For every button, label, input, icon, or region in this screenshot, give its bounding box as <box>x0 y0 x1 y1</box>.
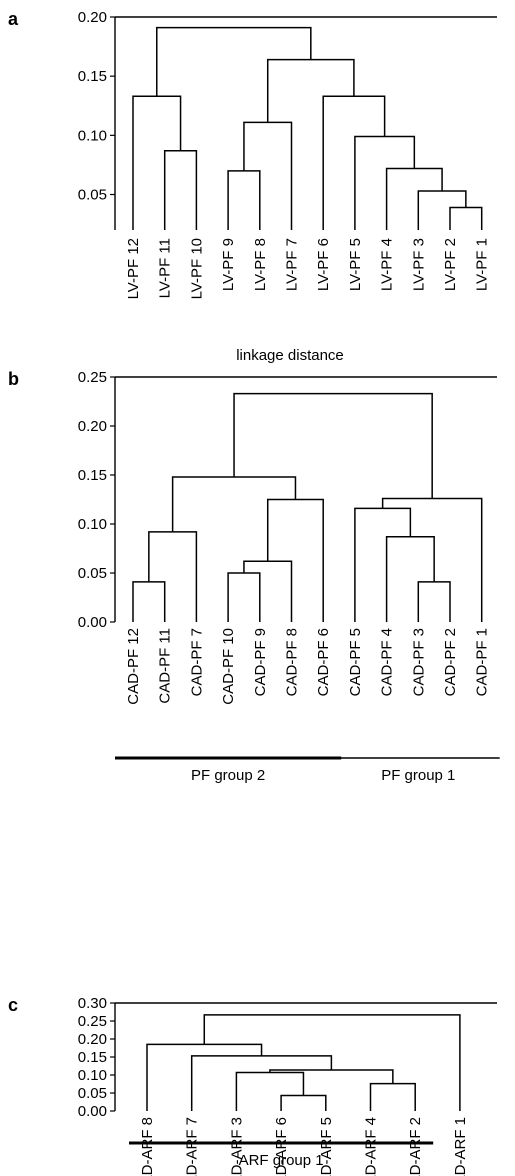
leaf-label: CAD-PF 3 <box>410 628 427 696</box>
dendrogram-link <box>266 58 355 123</box>
dendrogram-link <box>227 170 261 230</box>
y-tick-label: 0.20 <box>78 9 107 26</box>
dendrogram-link <box>132 95 182 230</box>
leaf-label: LV-PF 4 <box>379 238 396 291</box>
leaf-label: CAD-ARF 5 <box>318 1117 335 1176</box>
dendrogram-link <box>417 190 467 230</box>
dendrogram-link <box>280 1094 327 1111</box>
dendrogram-link <box>190 1055 333 1111</box>
group-label: PF group 1 <box>381 767 455 784</box>
dendrogram-link <box>354 135 416 230</box>
dendrogram-link <box>227 572 261 622</box>
panel-a: a 0.20 0.15 0.10 0.05 LV-PF 12 LV-PF 11 LV-PF 1… <box>8 9 497 364</box>
leaf-label: LV-PF 3 <box>410 238 427 291</box>
leaf-label: CAD-PF 7 <box>188 628 205 696</box>
y-tick-label: 0.25 <box>78 369 107 386</box>
leaf-label: CAD-PF 8 <box>284 628 301 696</box>
dendrogram-link <box>146 1043 263 1111</box>
dendrogram-link <box>243 121 293 230</box>
y-tick-label: 0.00 <box>78 1103 107 1120</box>
y-tick-label: 0.15 <box>78 68 107 85</box>
dendrogram-link <box>132 581 166 622</box>
leaf-label: CAD-ARF 2 <box>407 1117 424 1176</box>
leaf-label: LV-PF 9 <box>220 238 237 291</box>
leaf-label: CAD-PF 9 <box>252 628 269 696</box>
leaf-label: CAD-PF 2 <box>442 628 459 696</box>
leaf-label: LV-PF 12 <box>125 238 142 299</box>
leaf-label: LV-PF 6 <box>315 238 332 291</box>
leaf-label: CAD-ARF 6 <box>273 1117 290 1176</box>
leaf-label: LV-PF 1 <box>474 238 491 291</box>
y-tick-label: 0.10 <box>78 127 107 144</box>
leaf-label: CAD-PF 6 <box>315 628 332 696</box>
leaf-label: CAD-PF 5 <box>347 628 364 696</box>
dendrogram-link <box>385 167 443 230</box>
leaf-label: LV-PF 5 <box>347 238 364 291</box>
y-tick-label: 0.05 <box>78 187 107 204</box>
leaf-label: CAD-ARF 3 <box>228 1117 245 1176</box>
dendrogram-link <box>171 476 297 532</box>
leaf-label: CAD-ARF 7 <box>184 1117 201 1176</box>
dendrogram-link <box>417 581 451 622</box>
dendrogram-link <box>235 1071 305 1111</box>
leaf-label: CAD-ARF 4 <box>363 1117 380 1176</box>
panel-letter: b <box>8 369 19 389</box>
panel-c: c 0.300.250.200.150.100.050.00 CAD-ARF 8 CA… <box>8 995 497 1176</box>
leaf-label: CAD-ARF 1 <box>452 1117 469 1176</box>
leaf-label: CAD-PF 12 <box>125 628 142 705</box>
dendrogram-link <box>203 1014 461 1111</box>
dendrogram-link <box>354 507 412 622</box>
dendrogram-link <box>163 149 198 230</box>
group-label: PF group 2 <box>191 767 265 784</box>
leaf-label: LV-PF 7 <box>284 238 301 291</box>
dendrogram-link <box>243 560 293 622</box>
linkage-distance-caption: linkage distance <box>236 347 344 364</box>
y-tick-label: 0.20 <box>78 418 107 435</box>
dendrogram-link <box>381 497 483 622</box>
y-tick-label: 0.15 <box>78 1049 107 1066</box>
leaf-label: CAD-PF 1 <box>474 628 491 696</box>
group-label: ARF group 1 <box>239 1152 324 1169</box>
y-tick-label: 0.15 <box>78 467 107 484</box>
panel-letter: a <box>8 9 19 29</box>
dendrogram-link <box>449 206 483 230</box>
panel-b: b 0.25 0.20 0.15 0.10 0.05 0.00 CAD-PF 12 CAD-PF… <box>8 369 500 784</box>
leaf-label: CAD-PF 10 <box>220 628 237 705</box>
dendrogram-link <box>156 26 312 97</box>
panel-letter: c <box>8 995 18 1015</box>
y-tick-label: 0.05 <box>78 1085 107 1102</box>
leaf-label: CAD-PF 11 <box>157 628 174 704</box>
leaf-label: LV-PF 11 <box>157 238 174 298</box>
leaf-label: CAD-ARF 8 <box>139 1117 156 1176</box>
y-tick-label: 0.25 <box>78 1013 107 1030</box>
dendrogram-link <box>369 1082 416 1111</box>
y-tick-label: 0.05 <box>78 565 107 582</box>
y-tick-label: 0.30 <box>78 995 107 1012</box>
leaf-label: CAD-PF 4 <box>379 628 396 696</box>
y-tick-label: 0.10 <box>78 516 107 533</box>
y-tick-label: 0.20 <box>78 1031 107 1048</box>
dendrogram-link <box>385 535 435 622</box>
leaf-label: LV-PF 2 <box>442 238 459 291</box>
dendrogram-link <box>233 392 433 499</box>
dendrogram-link <box>322 95 386 230</box>
y-tick-label: 0.10 <box>78 1067 107 1084</box>
dendrogram-link <box>148 531 198 622</box>
leaf-label: LV-PF 8 <box>252 238 269 291</box>
leaf-label: LV-PF 10 <box>188 238 205 299</box>
y-tick-label: 0.00 <box>78 614 107 631</box>
